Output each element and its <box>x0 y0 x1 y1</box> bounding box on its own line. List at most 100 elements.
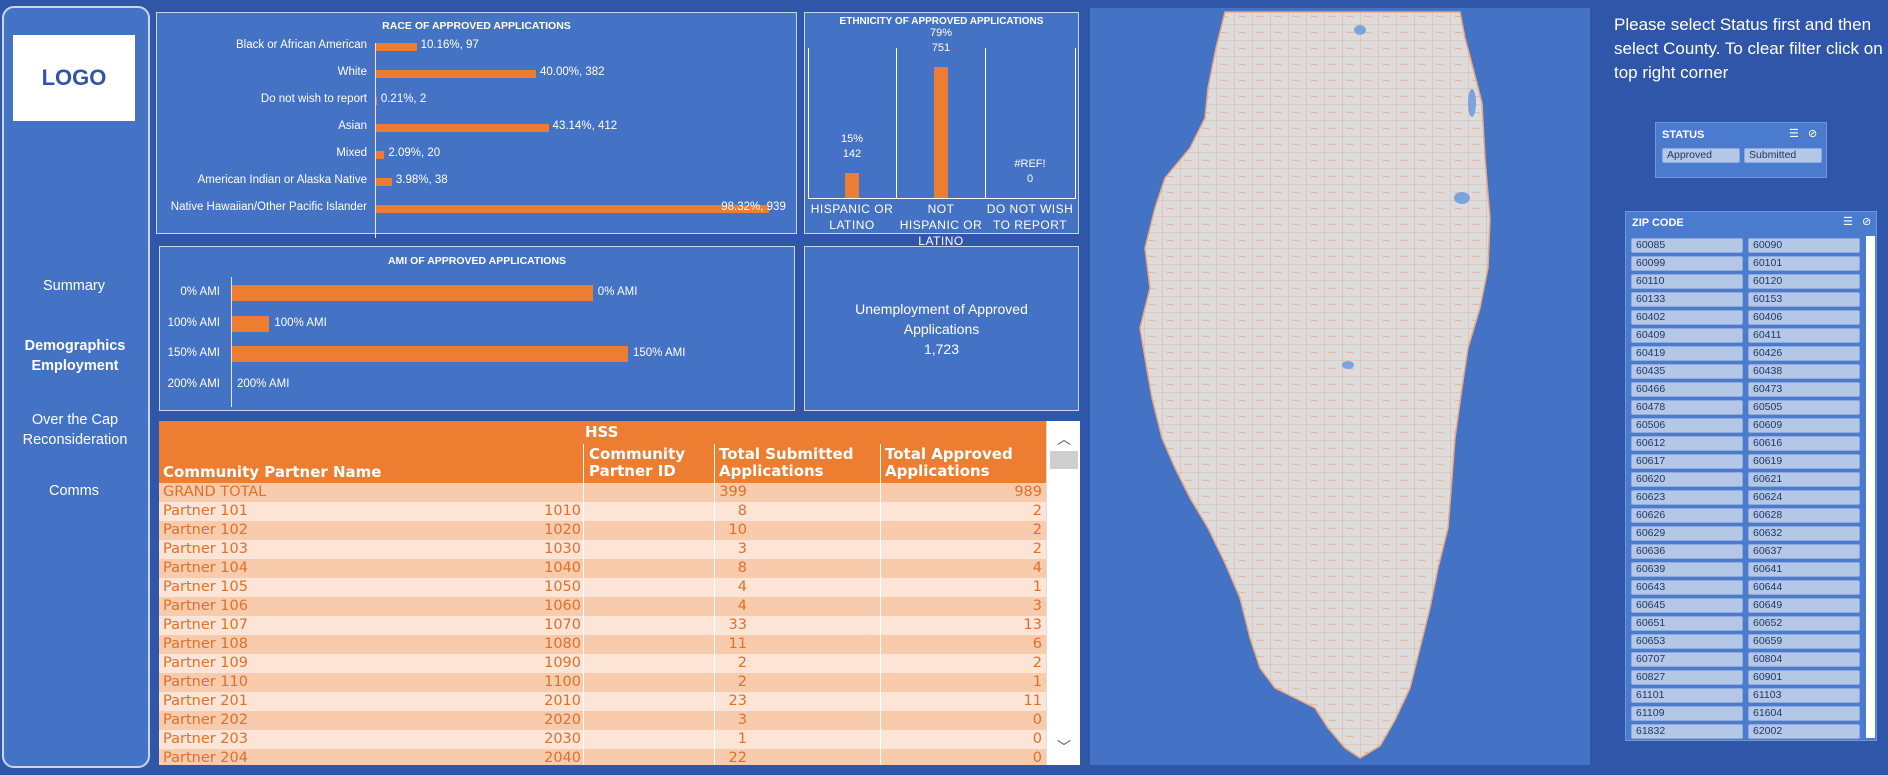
zip-option[interactable]: 60632 <box>1748 526 1860 541</box>
zip-option[interactable]: 60629 <box>1631 526 1743 541</box>
status-slicer-title: STATUS <box>1662 129 1705 141</box>
zip-option[interactable]: 60133 <box>1631 292 1743 307</box>
zip-option[interactable]: 60438 <box>1748 364 1860 379</box>
zip-option[interactable]: 60406 <box>1748 310 1860 325</box>
status-submitted[interactable]: Submitted <box>1744 148 1822 163</box>
scroll-up-icon[interactable]: ︿ <box>1057 431 1071 447</box>
zip-option[interactable]: 60411 <box>1748 328 1860 343</box>
zip-option[interactable]: 60653 <box>1631 634 1743 649</box>
table-cell-3: 2 <box>1032 655 1042 671</box>
zip-option[interactable]: 60620 <box>1631 472 1743 487</box>
status-approved[interactable]: Approved <box>1662 148 1740 163</box>
zip-option[interactable]: 60616 <box>1748 436 1860 451</box>
zip-option[interactable]: 60623 <box>1631 490 1743 505</box>
scroll-thumb[interactable] <box>1050 451 1078 469</box>
zip-option[interactable]: 60827 <box>1631 670 1743 685</box>
zip-option[interactable]: 60153 <box>1748 292 1860 307</box>
zip-option[interactable]: 61604 <box>1748 706 1860 721</box>
zip-option[interactable]: 62002 <box>1748 724 1860 739</box>
race-label: Asian <box>338 120 367 132</box>
zip-option[interactable]: 60473 <box>1748 382 1860 397</box>
table-cell-0: Partner 106 <box>163 598 248 614</box>
zip-option[interactable]: 60085 <box>1631 238 1743 253</box>
multiselect-icon[interactable]: ☰ <box>1789 128 1799 140</box>
zip-option[interactable]: 60090 <box>1748 238 1860 253</box>
nav-over-the-cap[interactable]: Over the Cap Reconsideration <box>22 412 128 448</box>
table-cell-3: 0 <box>1032 712 1042 728</box>
col-divider <box>714 559 715 578</box>
scroll-down-icon[interactable]: ﹀ <box>1057 739 1071 755</box>
zip-option[interactable]: 60639 <box>1631 562 1743 577</box>
table-cell-0: Partner 204 <box>163 750 248 765</box>
table-cell-3: 989 <box>1014 484 1042 500</box>
table-cell-2: 3 <box>737 712 747 728</box>
zip-option[interactable]: 60621 <box>1748 472 1860 487</box>
col-divider <box>880 597 881 616</box>
zip-option[interactable]: 60651 <box>1631 616 1743 631</box>
nav-comms[interactable]: Comms <box>49 483 99 499</box>
zip-option[interactable]: 60409 <box>1631 328 1743 343</box>
clear-filter-icon[interactable]: ⊘ <box>1808 128 1818 140</box>
zip-option[interactable]: 60645 <box>1631 598 1743 613</box>
zip-option[interactable]: 60619 <box>1748 454 1860 469</box>
zip-option[interactable]: 60120 <box>1748 274 1860 289</box>
zip-option[interactable]: 60617 <box>1631 454 1743 469</box>
zip-option[interactable]: 60643 <box>1631 580 1743 595</box>
zip-option[interactable]: 61103 <box>1748 688 1860 703</box>
header-partner-id[interactable]: Community Partner ID <box>589 445 686 480</box>
race-bar <box>376 178 392 186</box>
zip-option[interactable]: 60652 <box>1748 616 1860 631</box>
table-row: Partner 108 1080 11 6 <box>159 635 1046 654</box>
zip-option[interactable]: 60101 <box>1748 256 1860 271</box>
zip-option[interactable]: 60626 <box>1631 508 1743 523</box>
header-total-submitted[interactable]: Total Submitted Applications <box>719 445 854 480</box>
zip-option[interactable]: 61109 <box>1631 706 1743 721</box>
col-divider <box>880 502 881 521</box>
zip-option[interactable]: 60624 <box>1748 490 1860 505</box>
col-divider <box>714 540 715 559</box>
zip-multiselect-icon[interactable]: ☰ <box>1843 216 1853 228</box>
ethnicity-count-label: 751 <box>931 41 951 54</box>
table-scrollbar[interactable]: ︿ ﹀ <box>1046 421 1080 765</box>
zip-option[interactable]: 61832 <box>1631 724 1743 739</box>
zip-option[interactable]: 60901 <box>1748 670 1860 685</box>
zip-option[interactable]: 60636 <box>1631 544 1743 559</box>
zip-option[interactable]: 60659 <box>1748 634 1860 649</box>
col-divider <box>714 673 715 692</box>
zip-option[interactable]: 60466 <box>1631 382 1743 397</box>
table-row: Partner 105 1050 4 1 <box>159 578 1046 597</box>
zip-slicer-title: ZIP CODE <box>1632 217 1684 229</box>
header-total-approved[interactable]: Total Approved Applications <box>885 445 1013 480</box>
col-divider <box>880 654 881 673</box>
zip-option[interactable]: 60644 <box>1748 580 1860 595</box>
zip-option[interactable]: 60649 <box>1748 598 1860 613</box>
zip-scrollbar[interactable] <box>1866 236 1875 738</box>
zip-option[interactable]: 60612 <box>1631 436 1743 451</box>
zip-option[interactable]: 60707 <box>1631 652 1743 667</box>
race-value-label: 2.09%, 20 <box>388 147 441 159</box>
table-cell-0: Partner 202 <box>163 712 248 728</box>
zip-option[interactable]: 60426 <box>1748 346 1860 361</box>
zip-option[interactable]: 60099 <box>1631 256 1743 271</box>
zip-option[interactable]: 60609 <box>1748 418 1860 433</box>
zip-option[interactable]: 60419 <box>1631 346 1743 361</box>
race-value-label: 40.00%, 382 <box>540 66 605 78</box>
zip-option[interactable]: 60641 <box>1748 562 1860 577</box>
header-partner-name[interactable]: Community Partner Name <box>163 463 382 481</box>
zip-option[interactable]: 60505 <box>1748 400 1860 415</box>
zip-option[interactable]: 60628 <box>1748 508 1860 523</box>
illinois-zip-map[interactable] <box>1090 8 1590 765</box>
zip-option[interactable]: 60804 <box>1748 652 1860 667</box>
zip-option[interactable]: 61101 <box>1631 688 1743 703</box>
zip-option[interactable]: 60110 <box>1631 274 1743 289</box>
col-divider <box>880 616 881 635</box>
zip-clear-filter-icon[interactable]: ⊘ <box>1862 216 1872 228</box>
zip-option[interactable]: 60637 <box>1748 544 1860 559</box>
zip-option[interactable]: 60478 <box>1631 400 1743 415</box>
zip-option[interactable]: 60506 <box>1631 418 1743 433</box>
nav-summary[interactable]: Summary <box>42 278 106 294</box>
zip-option[interactable]: 60402 <box>1631 310 1743 325</box>
hdr-divider <box>583 444 584 483</box>
nav-demographics-employment[interactable]: Demographics Employment <box>24 338 126 374</box>
zip-option[interactable]: 60435 <box>1631 364 1743 379</box>
